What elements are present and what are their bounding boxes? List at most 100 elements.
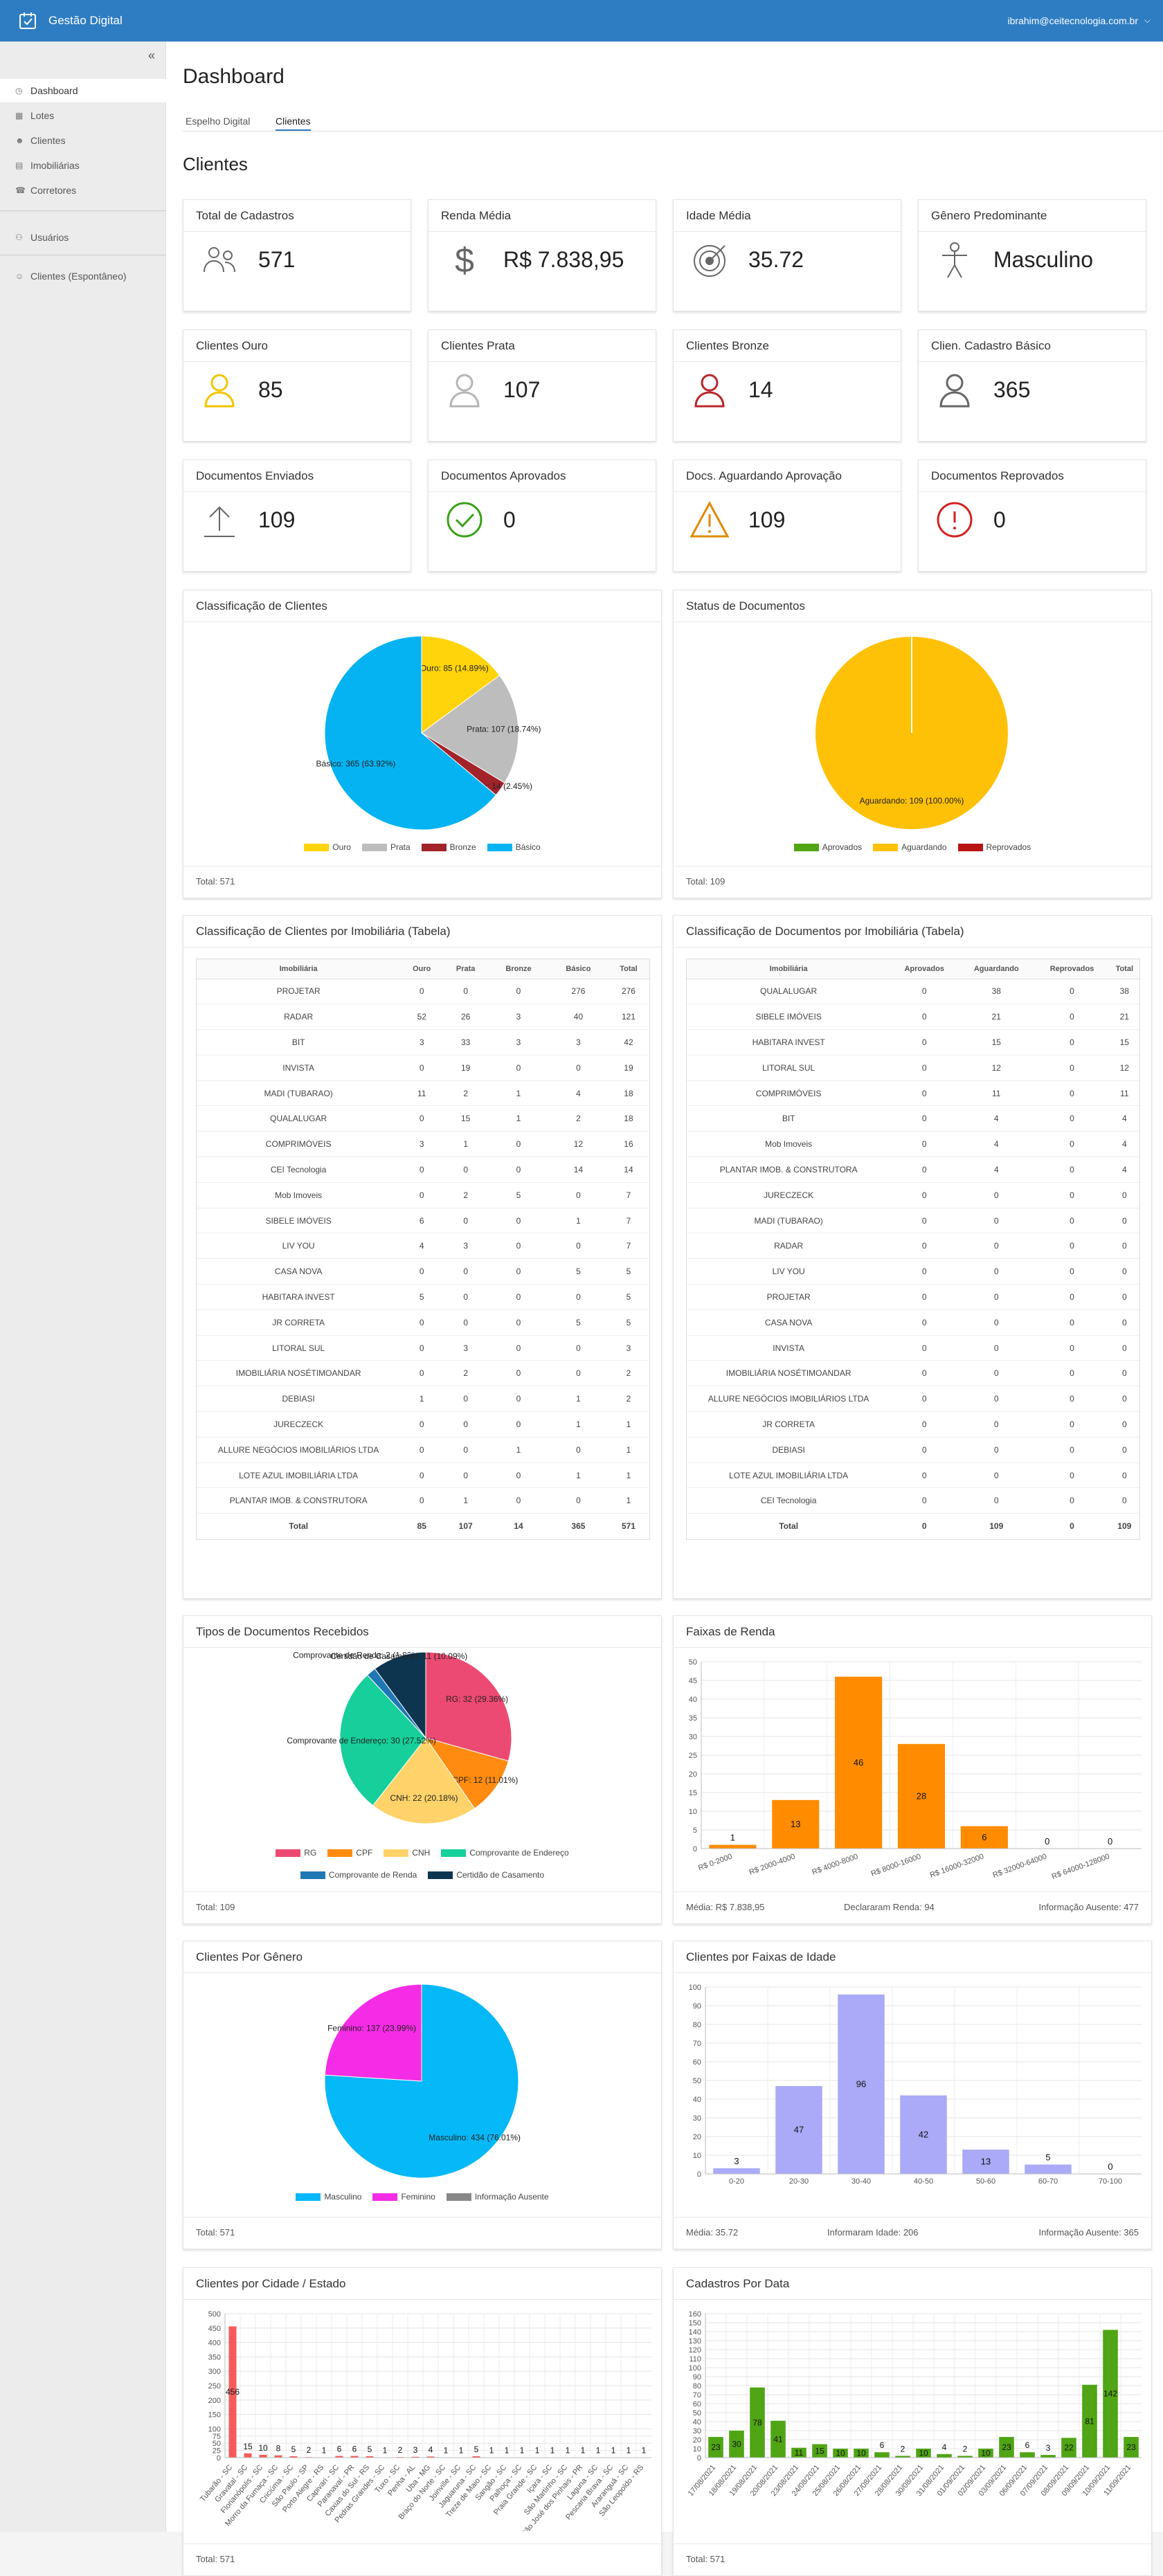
table-cell: JR CORRETA	[687, 1412, 890, 1437]
person-icon	[935, 240, 974, 279]
table-cell: 0	[1034, 1462, 1109, 1488]
footer-missing: Informação Ausente: 477	[1038, 1902, 1139, 1912]
check-circle-icon	[445, 500, 484, 539]
legend-item[interactable]: Básico	[487, 842, 541, 852]
table-cell: 11	[958, 1080, 1034, 1106]
legend-item[interactable]: CNH	[384, 1842, 430, 1864]
legend-item[interactable]: Comprovante de Renda	[300, 1864, 417, 1886]
legend-item[interactable]: Feminino	[372, 2192, 435, 2202]
legend-item[interactable]: CPF	[327, 1842, 372, 1864]
table-cell: 0	[958, 1309, 1034, 1335]
sidebar-item-lotes[interactable]: ▦Lotes	[0, 104, 166, 127]
table-cell: 0	[1110, 1233, 1139, 1259]
table-cell: 0	[1034, 1514, 1109, 1539]
pie-label: RG: 32 (29.36%)	[446, 1694, 508, 1704]
table-cell: 0	[958, 1488, 1034, 1514]
sidebar-item-usuarios[interactable]: ⚇Usuários	[0, 226, 166, 249]
legend-item[interactable]: Aguardando	[873, 842, 946, 852]
sidebar-item-corretores[interactable]: ☎Corretores	[0, 179, 166, 202]
legend-item[interactable]: Masculino	[296, 2192, 361, 2202]
user-icon: ☺	[15, 271, 25, 281]
column-header: Aprovados	[890, 959, 958, 979]
sidebar-item-label: Lotes	[30, 110, 54, 121]
table-cell: 19	[443, 1055, 488, 1080]
y-tick-label: 130	[689, 2337, 701, 2346]
table-cell: 0	[443, 979, 488, 1004]
table-cell: 0	[890, 1412, 958, 1437]
y-tick-label: 90	[693, 2373, 701, 2382]
legend-item[interactable]: Prata	[362, 842, 411, 852]
sidebar-item-imobiliarias[interactable]: ▤Imobiliárias	[0, 154, 166, 177]
stat-title: Renda Média	[429, 200, 656, 232]
legend-label: Ouro	[332, 842, 351, 852]
tab-clientes[interactable]: Clientes	[276, 116, 311, 131]
main-content: Dashboard Espelho Digital Clientes Clien…	[166, 42, 1163, 2532]
legend-item[interactable]: Reprovados	[958, 842, 1031, 852]
data-label: 3	[1046, 2443, 1051, 2453]
table-cell: 0	[488, 1488, 549, 1514]
table-cell: 0	[1034, 1488, 1109, 1514]
y-tick-label: 50	[693, 2077, 701, 2085]
table-cell: Total	[687, 1514, 890, 1539]
y-tick-label: 60	[693, 2400, 701, 2409]
table-cell: 276	[608, 979, 649, 1004]
table-cell: 4	[958, 1157, 1034, 1183]
table-cell: 0	[488, 1412, 549, 1437]
table-cell: 0	[488, 1285, 549, 1310]
table-cell: 0	[1034, 1157, 1109, 1183]
y-tick-label: 20	[689, 1770, 697, 1779]
table-cell: 14	[488, 1514, 549, 1539]
legend-item[interactable]: Certidão de Casamento	[428, 1864, 544, 1886]
card-title: Tipos de Documentos Recebidos	[183, 1616, 661, 1648]
user-menu[interactable]: ibrahim@ceitecnologia.com.br	[1007, 15, 1138, 26]
legend-item[interactable]: Aprovados	[794, 842, 862, 852]
chevron-down-icon[interactable]: ⌵	[1144, 15, 1151, 26]
table-cell: 0	[400, 1106, 443, 1132]
app-brand[interactable]: Gestão Digital	[48, 14, 123, 28]
x-tick-label: 50-60	[976, 2177, 995, 2186]
data-label: 81	[1085, 2416, 1094, 2426]
pie-label: Feminino: 137 (23.99%)	[327, 2023, 416, 2033]
sidebar-item-clientes-espontaneo[interactable]: ☺Clientes (Espontâneo)	[0, 264, 166, 288]
stat-card: Clientes Bronze 14	[673, 329, 901, 442]
table-cell: 15	[443, 1106, 488, 1132]
card-title: Clientes por Cidade / Estado	[183, 2268, 661, 2300]
stat-title: Idade Média	[674, 200, 901, 232]
table-cell: 0	[443, 1285, 488, 1310]
stat-title: Docs. Aguardando Aprovação	[674, 460, 901, 492]
client-by-agency-table-card: Classificação de Clientes por Imobiliári…	[183, 915, 662, 1599]
data-label: 10	[981, 2449, 991, 2458]
table-cell: 4	[549, 1080, 608, 1106]
table-cell: 1	[488, 1437, 549, 1462]
card-title: Status de Documentos	[674, 590, 1151, 622]
legend-item[interactable]: Comprovante de Endereço	[441, 1842, 568, 1864]
legend-item[interactable]: Bronze	[422, 842, 476, 852]
user-silver-icon	[445, 370, 484, 409]
legend-item[interactable]: Informação Ausente	[447, 2192, 549, 2202]
legend-item[interactable]: Ouro	[304, 842, 351, 852]
table-cell: 0	[1034, 1004, 1109, 1030]
stat-value: 107	[503, 377, 540, 403]
calendar-check-icon[interactable]	[18, 11, 37, 30]
client-classification-pie: Ouro: 85 (14.89%)Prata: 107 (18.74%)Bron…	[183, 622, 662, 844]
table-cell: 0	[1110, 1259, 1139, 1285]
table-cell: 0	[443, 1437, 488, 1462]
legend-swatch	[300, 1871, 325, 1879]
table-cell: 0	[890, 1361, 958, 1386]
legend-swatch	[276, 1849, 300, 1857]
stat-title: Clientes Prata	[429, 330, 656, 362]
tab-espelho-digital[interactable]: Espelho Digital	[186, 116, 250, 127]
data-label: 41	[773, 2434, 783, 2444]
legend-item[interactable]: RG	[276, 1842, 316, 1864]
sidebar-item-clientes[interactable]: ☻Clientes	[0, 129, 166, 152]
collapse-sidebar-icon[interactable]: «	[148, 48, 155, 63]
table-cell: 276	[549, 979, 608, 1004]
sidebar-item-dashboard[interactable]: ◷Dashboard	[0, 79, 166, 102]
